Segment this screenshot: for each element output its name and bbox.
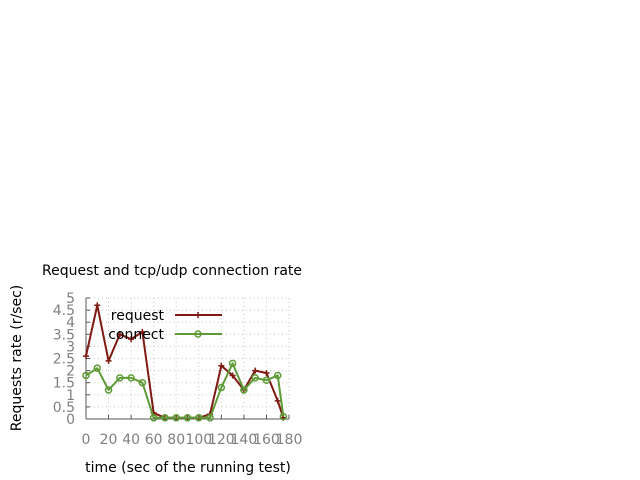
x-tick-label: 160	[253, 432, 280, 448]
chart-title: Request and tcp/udp connection rate	[42, 263, 302, 279]
series-line-connect	[85, 362, 285, 419]
x-tick-label: 40	[122, 432, 140, 448]
data-point-request	[83, 353, 89, 360]
y-tick-label: 4.5	[53, 303, 75, 319]
legend: request connect	[108, 308, 222, 343]
x-tick-label: 180	[276, 432, 303, 448]
data-point-connect	[82, 371, 90, 380]
y-tick-label: 4	[66, 315, 75, 331]
y-tick-label: 1.5	[53, 376, 75, 392]
data-point-request	[94, 302, 101, 309]
y-tick-label: 3	[66, 339, 75, 355]
x-tick-label: 100	[185, 432, 212, 448]
data-point-connect	[127, 374, 135, 382]
data-point-connect	[251, 374, 259, 382]
data-point-connect	[172, 414, 180, 422]
y-tick-label: 5	[66, 291, 75, 307]
y-tick-label: 2	[66, 364, 75, 380]
data-point-connect	[183, 414, 192, 422]
data-point-connect	[240, 386, 248, 394]
legend-label-request: request	[111, 308, 165, 324]
x-tick-label: 80	[167, 432, 185, 448]
data-point-request	[252, 367, 259, 374]
x-axis-label: time (sec of the running test)	[85, 460, 291, 476]
data-point-connect	[279, 412, 288, 421]
y-axis-label: Requests rate (r/sec)	[9, 285, 25, 432]
data-point-request	[229, 372, 236, 379]
y-tick-label: 3.5	[53, 327, 75, 343]
y-tick-label: 0	[66, 412, 75, 428]
data-point-connect	[161, 414, 169, 422]
data-point-connect	[116, 374, 124, 382]
data-point-connect	[206, 414, 214, 422]
grid	[85, 297, 290, 420]
x-tick-label: 0	[82, 432, 91, 448]
y-tick-label: 0.5	[53, 400, 75, 416]
data-point-request	[218, 362, 225, 369]
legend-marker-connect	[194, 330, 202, 338]
data-point-request	[274, 397, 281, 404]
x-tick-label: 20	[100, 432, 118, 448]
data-point-connect	[217, 383, 226, 392]
data-point-connect	[138, 378, 147, 387]
data-point-connect	[104, 386, 113, 394]
data-point-connect	[149, 414, 158, 422]
x-tick-label: 140	[231, 432, 258, 448]
legend-label-connect: connect	[108, 327, 164, 343]
tick-labels: 0 20 40 60 80 10012014016018000.511.522.533.5…	[53, 291, 303, 448]
series-group	[82, 302, 288, 422]
data-point-connect	[93, 364, 102, 372]
data-point-connect	[228, 359, 237, 368]
x-tick-label: 60	[145, 432, 163, 448]
data-point-request	[116, 331, 123, 338]
y-tick-label: 1	[66, 388, 75, 404]
data-point-request	[139, 328, 146, 335]
data-point-request	[128, 336, 135, 343]
data-point-connect	[273, 371, 282, 380]
legend-marker-request	[195, 312, 201, 318]
data-point-connect	[262, 376, 271, 385]
data-point-connect	[195, 414, 203, 422]
data-point-request	[263, 370, 270, 377]
y-tick-label: 2.5	[53, 352, 75, 368]
x-tick-label: 120	[208, 432, 235, 448]
data-point-request	[105, 357, 112, 364]
